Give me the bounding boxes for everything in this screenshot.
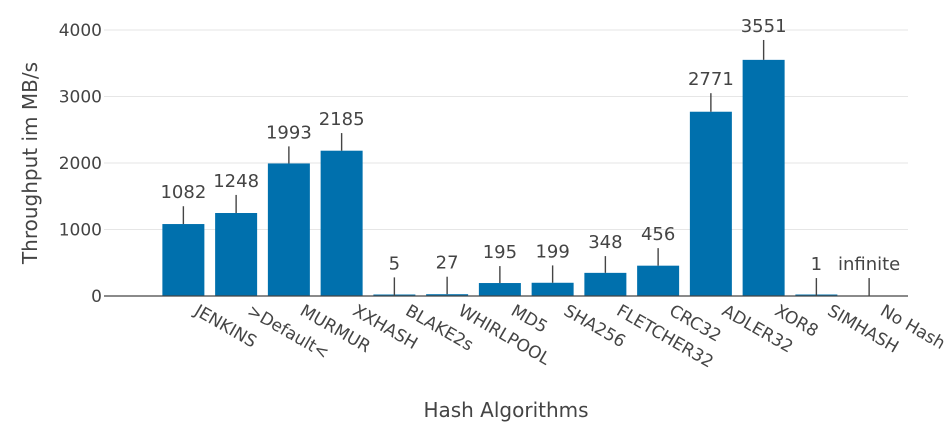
grid-layer bbox=[104, 29, 908, 230]
data-label: 3551 bbox=[741, 16, 787, 37]
bar bbox=[267, 163, 310, 296]
data-label: 456 bbox=[641, 224, 675, 245]
y-axis-title: Throughput im MB/s bbox=[18, 62, 42, 265]
bar bbox=[637, 265, 680, 296]
label-layer: 010002000300040001082JENKINS1248>Default… bbox=[59, 16, 947, 372]
y-tick-label: 2000 bbox=[59, 154, 102, 174]
data-label: 348 bbox=[588, 232, 622, 253]
bar bbox=[584, 272, 627, 296]
data-label: 2185 bbox=[319, 109, 365, 130]
bar bbox=[320, 150, 363, 296]
data-label: infinite bbox=[838, 254, 900, 275]
bar-layer bbox=[104, 39, 908, 297]
data-label: 199 bbox=[535, 241, 569, 262]
data-label: 27 bbox=[436, 253, 459, 274]
data-label: 5 bbox=[389, 253, 400, 274]
data-label: 195 bbox=[483, 242, 517, 263]
bar bbox=[689, 111, 732, 296]
data-label: 1993 bbox=[266, 122, 312, 143]
data-label: 2771 bbox=[688, 69, 734, 90]
bar bbox=[426, 294, 469, 296]
bar bbox=[162, 224, 205, 296]
y-tick-label: 1000 bbox=[59, 221, 102, 241]
bar bbox=[742, 59, 785, 296]
y-tick-label: 3000 bbox=[59, 88, 102, 108]
x-axis-title: Hash Algorithms bbox=[423, 398, 588, 422]
data-label: 1 bbox=[811, 254, 822, 275]
y-tick-label: 4000 bbox=[59, 21, 102, 41]
data-label: 1248 bbox=[213, 171, 259, 192]
bar bbox=[215, 213, 258, 296]
y-tick-label: 0 bbox=[91, 287, 102, 307]
data-label: 1082 bbox=[160, 182, 206, 203]
bar bbox=[478, 283, 521, 296]
bar bbox=[531, 282, 574, 296]
